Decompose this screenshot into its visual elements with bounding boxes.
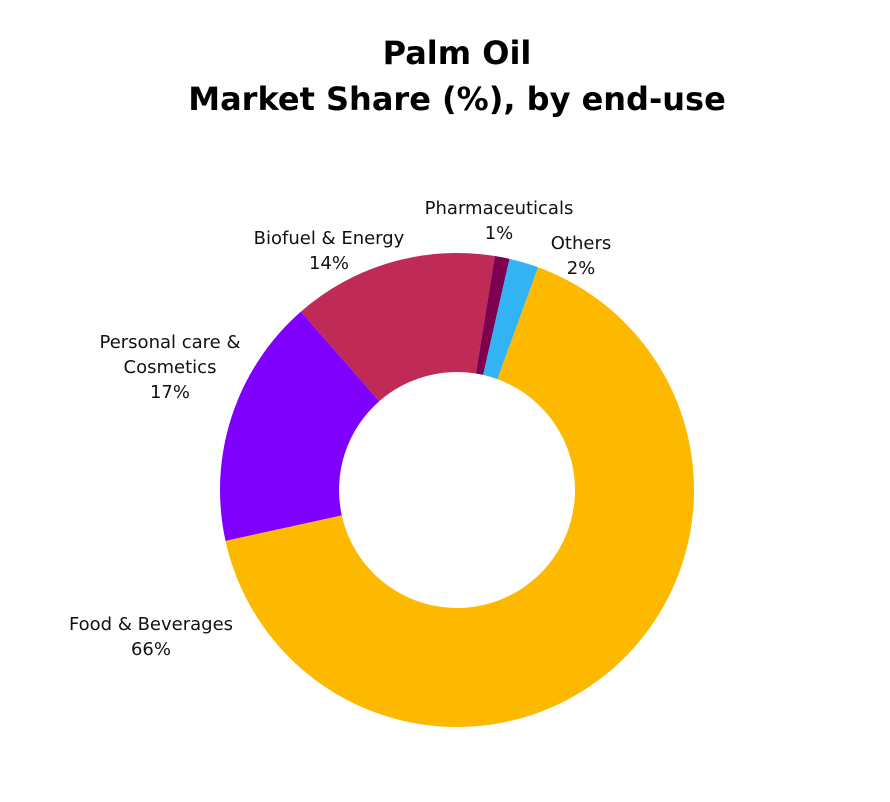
value-label: 2% (566, 258, 596, 279)
value-label: 66% (130, 639, 171, 660)
donut-slice (475, 256, 510, 375)
category-name: Others (550, 233, 612, 254)
chart-title: Market Share (%), by end-use (188, 80, 726, 118)
chart-title: Palm Oil (382, 34, 532, 72)
category-name: Personal care & Cosmetics (99, 332, 241, 378)
slice-label: Personal care & Cosmetics 17% (85, 330, 255, 405)
slice-label: Food & Beverages 66% (51, 612, 251, 662)
category-name: Biofuel & Energy (253, 228, 405, 249)
slice-label: Pharmaceuticals 1% (399, 196, 599, 246)
donut-slice (220, 311, 380, 541)
donut-slice (225, 267, 694, 728)
value-label: 1% (484, 223, 514, 244)
category-name: Food & Beverages (68, 614, 234, 635)
value-label: 17% (149, 382, 190, 403)
donut-slice (300, 253, 495, 402)
category-name: Pharmaceuticals (424, 198, 574, 219)
value-label: 14% (308, 253, 349, 274)
slice-label: Biofuel & Energy 14% (229, 226, 429, 276)
slice-label: Others 2% (521, 231, 641, 281)
donut-slice (483, 258, 539, 380)
